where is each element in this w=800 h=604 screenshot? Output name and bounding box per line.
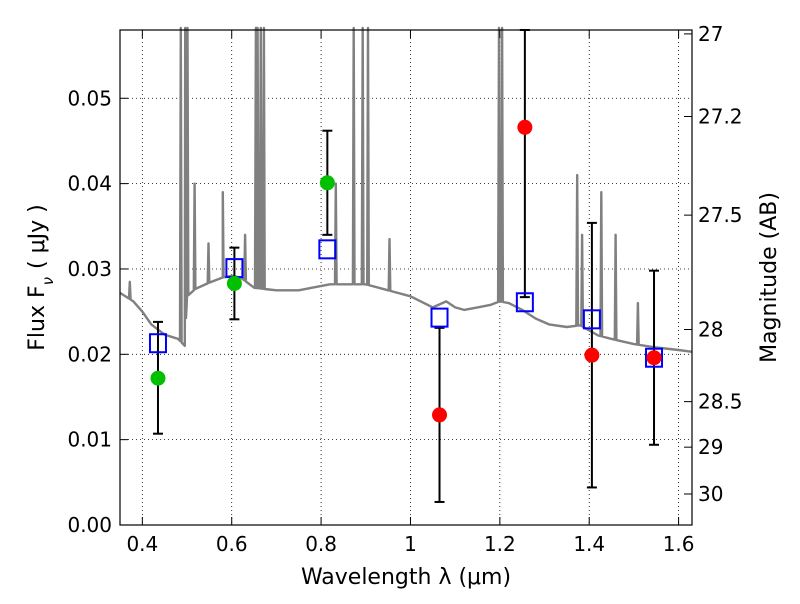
- y2-tick-label: 30: [698, 482, 723, 506]
- y-axis-label-unit: ( μJy ): [25, 204, 50, 269]
- y-axis-label-main: Flux F: [25, 285, 50, 350]
- nondetection-point: [584, 347, 600, 363]
- model-photometry-box: [645, 347, 664, 368]
- x-tick-label: 0.4: [126, 532, 158, 556]
- y2-axis-label: Magnitude (AB): [757, 192, 782, 363]
- y-tick-label: 0.04: [67, 172, 112, 196]
- model-photometry-box: [582, 309, 601, 330]
- nondetection-point: [517, 119, 533, 135]
- y-axis-label-subscript: ν: [39, 277, 57, 285]
- detection-point: [150, 370, 166, 386]
- nondetection-point: [646, 350, 662, 366]
- y2-tick-label: 27: [698, 22, 723, 46]
- y-tick-label: 0.05: [67, 86, 112, 110]
- y-axis-label: Flux Fν ( μJy ): [25, 204, 57, 350]
- model-photometry-boxes: [148, 239, 664, 368]
- plot-frame: [119, 29, 693, 526]
- x-tick-label: 1.2: [484, 532, 516, 556]
- model-photometry-box: [318, 239, 337, 260]
- y2-tick-label: 27.5: [698, 203, 743, 227]
- x-tick-label: 0.8: [305, 532, 337, 556]
- y2-tick-label: 28: [698, 317, 723, 341]
- model-photometry-box: [148, 333, 167, 354]
- x-tick-label: 1.6: [663, 532, 695, 556]
- model-photometry-box: [430, 307, 449, 328]
- axes: 0.4 0.6 0.8 1 1.2 1.4 1.6 0.00 0.01 0.02 0.03 0.04 0…: [67, 22, 742, 556]
- detection-point: [319, 175, 335, 191]
- y-tick-label: 0.00: [67, 513, 112, 537]
- x-tick-label: 1.4: [573, 532, 605, 556]
- y2-tick-label: 29: [698, 435, 723, 459]
- y-tick-label: 0.02: [67, 342, 112, 366]
- nondetection-point: [432, 407, 448, 423]
- model-spectrum-line: [119, 26, 693, 353]
- x-tick-label: 0.6: [216, 532, 248, 556]
- observed-points: [150, 119, 662, 423]
- y2-tick-label: 28.5: [698, 390, 743, 414]
- svg-text:Flux Fν( μJy ): Flux Fν ( μJy ): [25, 204, 57, 350]
- y2-tick-label: 27.2: [698, 105, 743, 129]
- model-photometry-box: [515, 292, 534, 313]
- model-spectrum: [119, 26, 693, 353]
- y-tick-label: 0.01: [67, 428, 112, 452]
- y-tick-label: 0.03: [67, 257, 112, 281]
- detection-point: [226, 275, 242, 291]
- x-axis-label: Wavelength λ (μm): [301, 565, 511, 590]
- grid: [120, 30, 692, 526]
- x-tick-label: 1: [404, 532, 417, 556]
